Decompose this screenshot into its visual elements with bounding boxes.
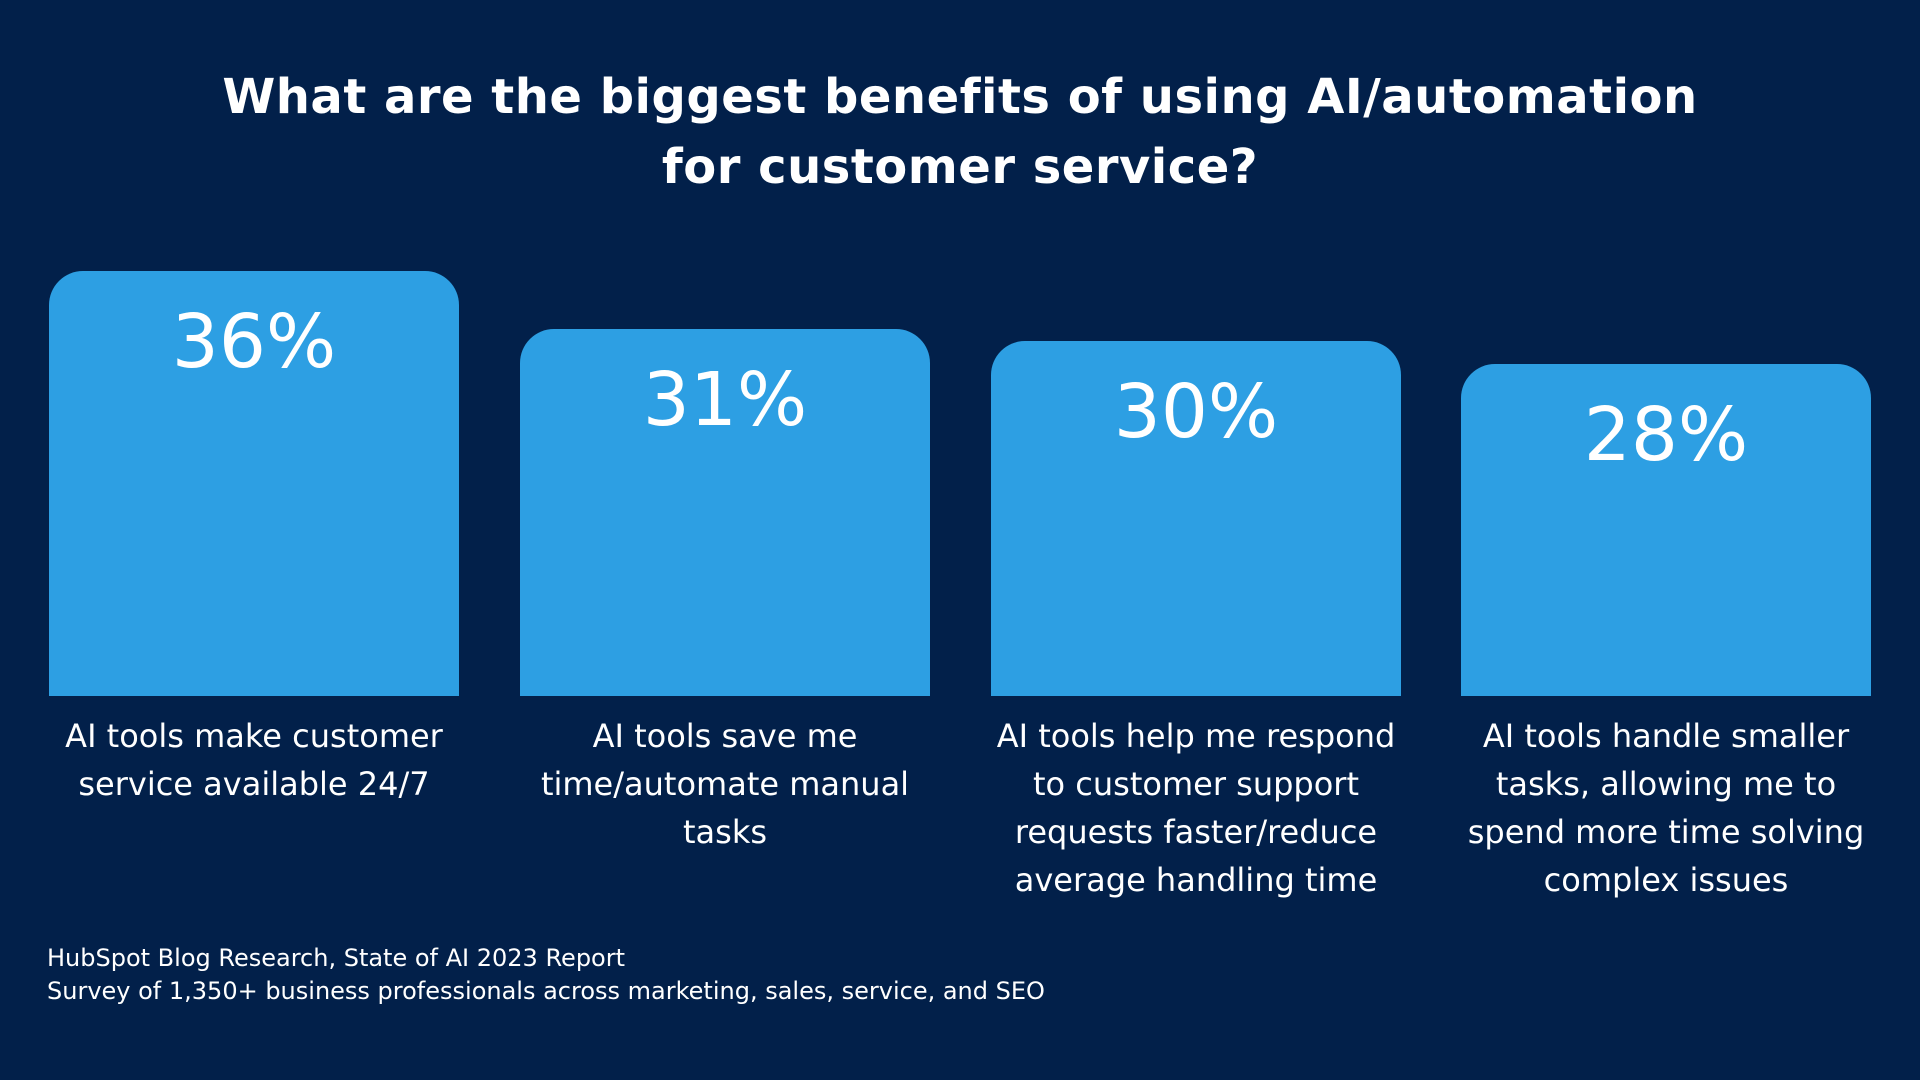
source-note: HubSpot Blog Research, State of AI 2023 …	[47, 944, 626, 972]
data-label: 31%	[642, 357, 808, 444]
chart-title: What are the biggest benefits of using A…	[0, 62, 1920, 202]
category-label: AI tools save me time/automate manual ta…	[540, 717, 910, 851]
survey-note: Survey of 1,350+ business professionals …	[47, 977, 1045, 1005]
chart-title-line-1: What are the biggest benefits of using A…	[222, 69, 1698, 125]
category-label: AI tools make customer service available…	[65, 717, 443, 803]
category-label: AI tools handle smaller tasks, allowing …	[1467, 717, 1865, 899]
data-label: 30%	[1113, 369, 1279, 455]
bar-3	[991, 341, 1401, 696]
category-label: AI tools help me respond to customer sup…	[996, 717, 1396, 899]
bar-1	[49, 271, 459, 696]
chart-title-line-2: for customer service?	[661, 139, 1259, 195]
data-label: 28%	[1583, 392, 1749, 479]
data-label: 36%	[171, 299, 337, 386]
bar-2	[520, 329, 930, 696]
bar-4	[1461, 364, 1871, 696]
